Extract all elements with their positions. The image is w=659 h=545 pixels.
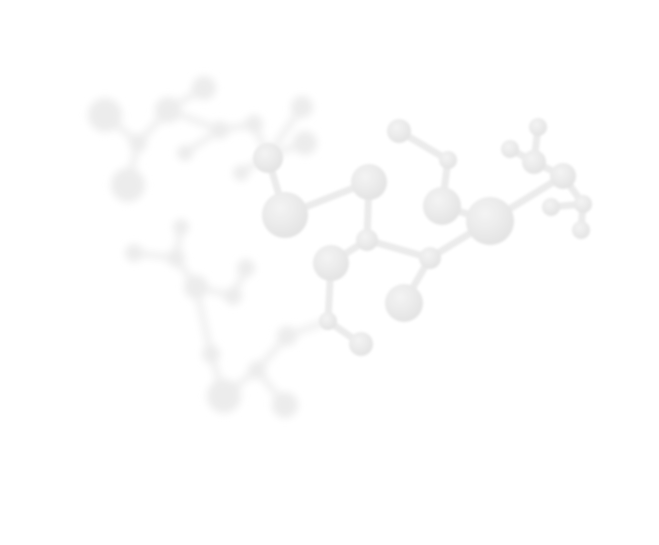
main-molecule [253,118,592,356]
molecule-atoms [253,118,592,356]
faded-molecule-upper-left [88,76,317,202]
faded-molecule-lower-left [125,219,332,418]
